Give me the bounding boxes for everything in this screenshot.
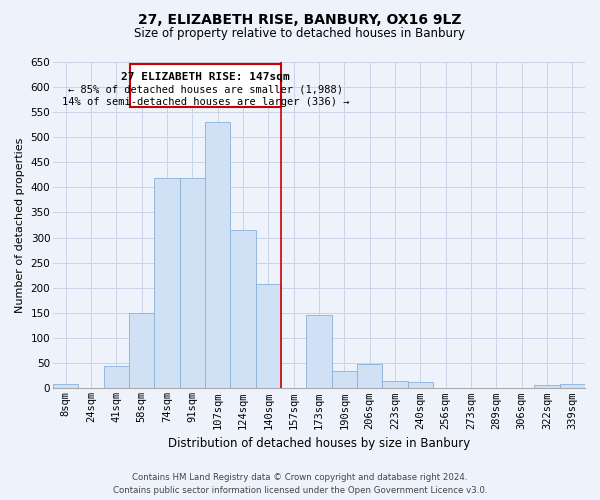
Text: ← 85% of detached houses are smaller (1,988): ← 85% of detached houses are smaller (1,…: [68, 85, 343, 95]
Bar: [560, 384, 585, 388]
Bar: [130, 64, 281, 107]
Bar: [180, 178, 205, 388]
Text: Size of property relative to detached houses in Banbury: Size of property relative to detached ho…: [134, 28, 466, 40]
Y-axis label: Number of detached properties: Number of detached properties: [15, 138, 25, 312]
Bar: [332, 371, 357, 388]
Bar: [357, 364, 382, 388]
Bar: [205, 122, 230, 388]
Text: 14% of semi-detached houses are larger (336) →: 14% of semi-detached houses are larger (…: [62, 96, 349, 106]
Bar: [535, 386, 560, 388]
Bar: [154, 178, 180, 388]
Bar: [382, 381, 407, 388]
Bar: [104, 366, 129, 388]
Bar: [307, 316, 332, 388]
Text: Contains HM Land Registry data © Crown copyright and database right 2024.
Contai: Contains HM Land Registry data © Crown c…: [113, 474, 487, 495]
Text: 27 ELIZABETH RISE: 147sqm: 27 ELIZABETH RISE: 147sqm: [121, 72, 290, 82]
Bar: [53, 384, 79, 388]
Bar: [407, 382, 433, 388]
Text: 27, ELIZABETH RISE, BANBURY, OX16 9LZ: 27, ELIZABETH RISE, BANBURY, OX16 9LZ: [138, 12, 462, 26]
Bar: [230, 230, 256, 388]
Bar: [129, 313, 154, 388]
Bar: [256, 284, 281, 389]
X-axis label: Distribution of detached houses by size in Banbury: Distribution of detached houses by size …: [168, 437, 470, 450]
